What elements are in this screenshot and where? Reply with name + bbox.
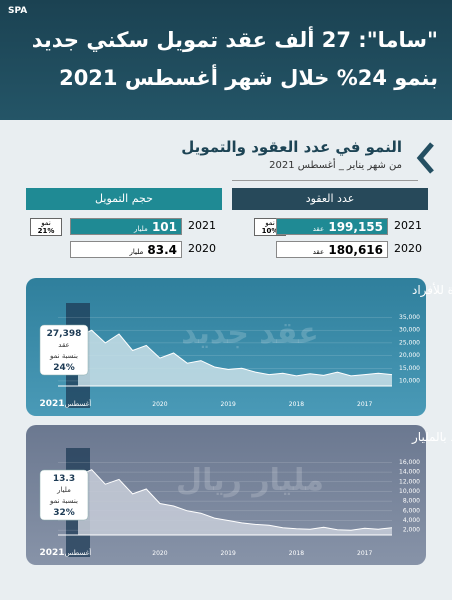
stat-row: 199,155 عقد [276, 218, 388, 235]
y-tick-label: 8,000 [403, 498, 420, 505]
y-tick-label: 10,000 [399, 488, 420, 495]
highlight-label: أغسطس [65, 548, 92, 557]
value: 83.4 [147, 243, 177, 257]
line [77, 329, 393, 377]
y-tick-label: 30,000 [399, 327, 420, 334]
y-tick-label: 35,000 [399, 314, 420, 321]
value: 199,155 [328, 220, 383, 234]
section-title: النمو في عدد العقود والتمويل [181, 138, 402, 156]
stat-row: 180,616 عقد [276, 241, 388, 258]
stat-card: عدد العقود نمو 10% 2021 199,155 عقد 2020 … [232, 188, 428, 266]
callout [39, 469, 89, 521]
value-label: 27,398 [47, 329, 82, 339]
y-tick-label: 16,000 [399, 459, 420, 466]
value: 180,616 [328, 243, 383, 257]
growth-label: بنسبة نمو [49, 352, 78, 360]
unit: مليار [129, 248, 144, 256]
line [77, 469, 393, 531]
chart-title: إجمالي قيمة عقود التمويل العقاري الجديدة… [411, 429, 452, 445]
stat-row: 101 مليار [70, 218, 182, 235]
growth-label: بنسبة نمو [49, 497, 78, 505]
unit: عقد [312, 225, 325, 233]
watermark: مليار ريال [176, 463, 324, 498]
unit-label: عقد [58, 341, 69, 349]
y-tick-label: 14,000 [399, 469, 420, 476]
x-tick-label: 2019 [221, 550, 236, 557]
x-tick-label: 2017 [357, 401, 372, 408]
x-tick-label: 2017 [357, 550, 372, 557]
unit: عقد [312, 248, 325, 256]
section-subtitle: من شهر يناير _ أغسطس 2021 [269, 160, 402, 171]
highlight-label: أغسطس [65, 399, 92, 408]
badge-value: 21% [37, 227, 55, 235]
title: بنمو 24% خلال شهر أغسطس 2021 [59, 66, 438, 90]
stat-title: عدد العقود [232, 188, 428, 210]
growth: 24% [53, 363, 75, 373]
title: "ساما": 27 ألف عقد تمويل سكني جديد [31, 28, 438, 52]
y-tick-label: 6,000 [403, 507, 420, 514]
year: 2021 [188, 219, 216, 232]
y-tick-label: 4,000 [403, 517, 420, 524]
y-tick-label: 12,000 [399, 478, 420, 485]
watermark: عقد جديد [181, 316, 318, 351]
stat-title: حجم التمويل [26, 188, 222, 210]
badge-label: نمو [41, 219, 51, 227]
area [78, 469, 392, 535]
unit: مليار [134, 225, 148, 233]
x-tick-label: 2021 [39, 548, 64, 558]
logo: SPA [8, 6, 28, 16]
badge-label: نمو [265, 219, 275, 227]
y-tick-label: 20,000 [399, 352, 420, 359]
badge-value: 10% [261, 227, 279, 235]
header: SPA "ساما": 27 ألف عقد تمويل سكني جديد ب… [0, 0, 452, 120]
chevron [416, 142, 434, 174]
growth: 32% [53, 508, 75, 518]
x-tick-label: 2020 [152, 550, 167, 557]
divider [232, 180, 418, 181]
y-tick-label: 2,000 [403, 527, 420, 534]
badge: نمو 21% [30, 218, 62, 236]
y-tick-label: 25,000 [399, 339, 420, 346]
year: 2020 [188, 242, 216, 255]
value: 101 [151, 220, 177, 234]
x-tick-label: 2018 [289, 401, 304, 408]
area [78, 330, 392, 386]
x-tick-label: 2019 [221, 401, 236, 408]
year: 2021 [394, 219, 422, 232]
unit-label: مليار [56, 486, 71, 494]
x-tick-label: 2021 [39, 399, 64, 409]
y-tick-label: 15,000 [399, 365, 420, 372]
chart-title: إجمالي عدد عقود التمويل السكني الجديدة ل… [412, 282, 452, 298]
value-label: 13.3 [53, 474, 75, 484]
x-tick-label: 2018 [289, 550, 304, 557]
stat-row: 83.4 مليار [70, 241, 182, 258]
stat-card: حجم التمويل نمو 21% 2021 101 مليار 2020 8… [26, 188, 222, 266]
x-tick-label: 2020 [152, 401, 167, 408]
callout [39, 324, 89, 376]
y-tick-label: 10,000 [399, 377, 420, 384]
year: 2020 [394, 242, 422, 255]
